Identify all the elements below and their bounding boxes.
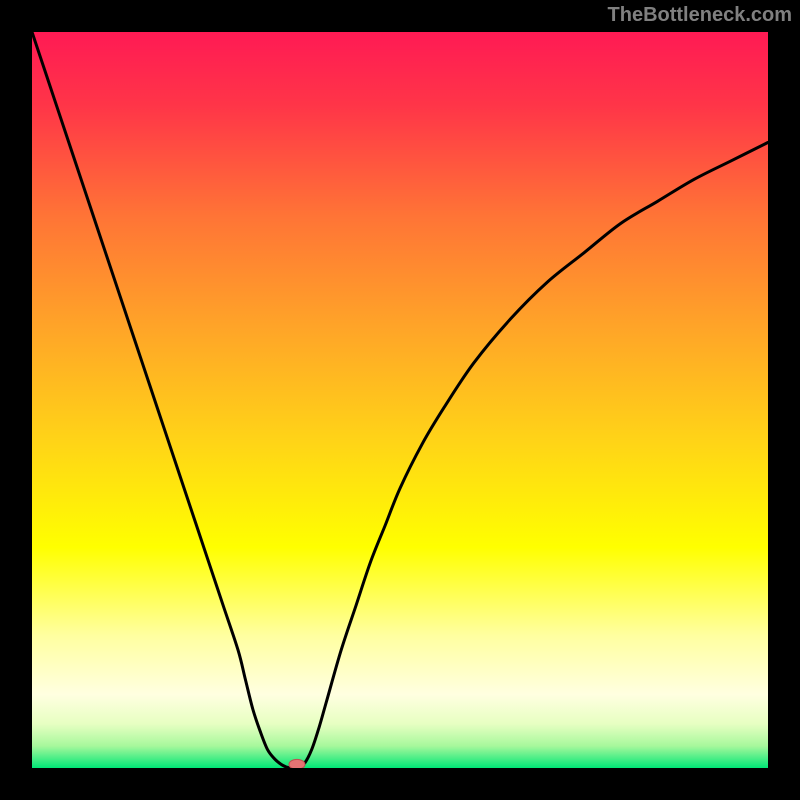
plot-area (32, 32, 768, 768)
watermark-text: TheBottleneck.com (608, 4, 792, 27)
chart-container: TheBottleneck.com (0, 0, 800, 800)
optimal-point-marker (289, 759, 305, 768)
chart-svg (32, 32, 768, 768)
chart-background (32, 32, 768, 768)
